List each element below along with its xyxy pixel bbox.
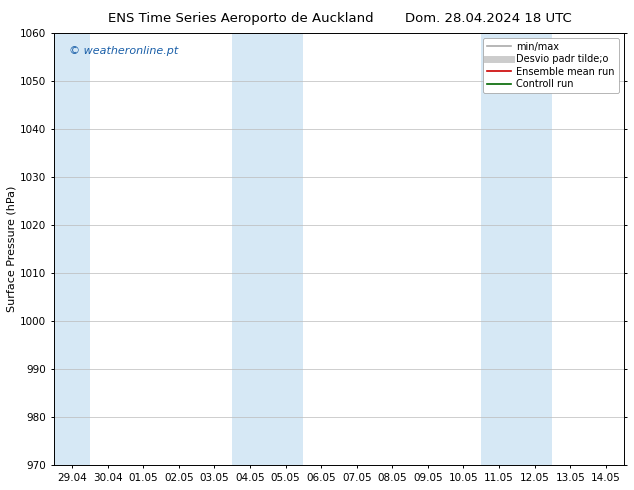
Bar bbox=[232, 33, 303, 465]
Y-axis label: Surface Pressure (hPa): Surface Pressure (hPa) bbox=[7, 186, 17, 312]
Text: © weatheronline.pt: © weatheronline.pt bbox=[68, 46, 178, 56]
Text: ENS Time Series Aeroporto de Auckland: ENS Time Series Aeroporto de Auckland bbox=[108, 12, 373, 25]
Bar bbox=[55, 33, 90, 465]
Legend: min/max, Desvio padr tilde;o, Ensemble mean run, Controll run: min/max, Desvio padr tilde;o, Ensemble m… bbox=[483, 38, 619, 93]
Text: Dom. 28.04.2024 18 UTC: Dom. 28.04.2024 18 UTC bbox=[404, 12, 572, 25]
Bar bbox=[481, 33, 552, 465]
